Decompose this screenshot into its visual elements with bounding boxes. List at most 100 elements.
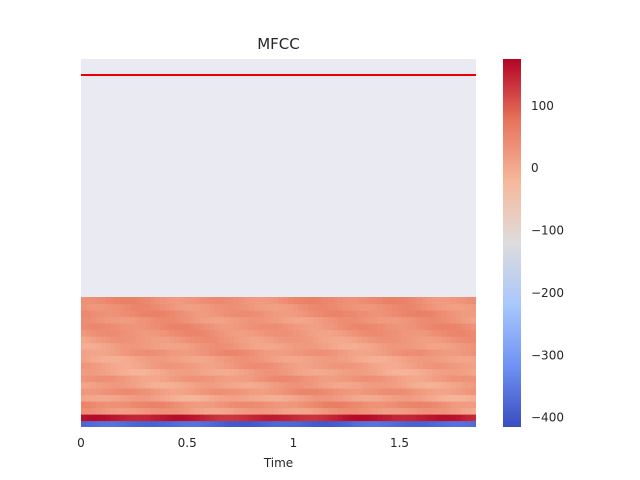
heatmap-cell: [397, 401, 403, 409]
heatmap-cell: [283, 323, 289, 331]
heatmap-cell: [401, 310, 408, 318]
heatmap-cell: [164, 407, 171, 415]
heatmap-cell: [397, 368, 403, 376]
heatmap-cell: [263, 388, 270, 396]
heatmap-cell: [436, 323, 443, 331]
heatmap-cell: [110, 355, 117, 363]
heatmap-cell: [100, 329, 107, 337]
heatmap-cell: [298, 414, 304, 422]
heatmap-cell: [150, 329, 156, 337]
heatmap-cell: [115, 401, 122, 409]
heatmap-cell: [456, 310, 462, 318]
heatmap-cell: [125, 420, 131, 427]
heatmap-cell: [347, 414, 354, 422]
heatmap-cell: [164, 414, 171, 422]
heatmap-cell: [382, 401, 388, 409]
heatmap-cell: [411, 336, 418, 344]
heatmap-cell: [164, 420, 171, 427]
heatmap-cell: [268, 329, 275, 337]
heatmap-cell: [303, 401, 309, 409]
heatmap-cell: [362, 368, 368, 376]
heatmap-cell: [115, 394, 122, 402]
heatmap-cell: [174, 401, 181, 409]
heatmap-cell: [451, 355, 457, 363]
heatmap-cell: [140, 349, 146, 357]
heatmap-cell: [140, 414, 146, 422]
heatmap-cell: [352, 329, 359, 337]
heatmap-cell: [234, 310, 240, 318]
heatmap-cell: [105, 316, 112, 324]
heatmap-cell: [239, 388, 245, 396]
heatmap-cell: [258, 388, 265, 396]
heatmap-cell: [426, 362, 433, 370]
heatmap-cell: [105, 362, 112, 370]
heatmap-cell: [110, 329, 117, 337]
heatmap-cell: [372, 329, 378, 337]
heatmap-cell: [308, 401, 314, 409]
heatmap-cell: [209, 362, 215, 370]
heatmap-cell: [273, 414, 280, 422]
heatmap-cell: [253, 375, 260, 383]
heatmap-cell: [179, 316, 186, 324]
heatmap-cell: [377, 349, 383, 357]
heatmap-cell: [397, 381, 403, 389]
heatmap-cell: [209, 316, 215, 324]
heatmap-cell: [372, 381, 378, 389]
heatmap-cell: [308, 342, 314, 350]
heatmap-cell: [416, 336, 423, 344]
heatmap-cell: [318, 401, 324, 409]
heatmap-cell: [332, 316, 339, 324]
heatmap-cell: [392, 375, 398, 383]
heatmap-cell: [397, 342, 403, 350]
heatmap-cell: [95, 349, 102, 357]
heatmap-cell: [352, 342, 359, 350]
heatmap-cell: [426, 303, 433, 311]
heatmap-cell: [387, 297, 393, 305]
heatmap-cell: [303, 342, 309, 350]
heatmap-cell: [401, 342, 408, 350]
heatmap-cell: [204, 362, 210, 370]
heatmap-cell: [273, 362, 280, 370]
heatmap-cell: [253, 310, 260, 318]
heatmap-cell: [189, 323, 196, 331]
heatmap-cell: [219, 349, 225, 357]
heatmap-cell: [298, 303, 304, 311]
heatmap-cell: [283, 310, 289, 318]
heatmap-cell: [115, 297, 122, 305]
heatmap-cell: [372, 297, 378, 305]
heatmap-cell: [174, 362, 181, 370]
heatmap-cell: [451, 375, 457, 383]
heatmap-cell: [199, 323, 206, 331]
heatmap-cell: [184, 297, 191, 305]
heatmap-cell: [357, 407, 364, 415]
heatmap-cell: [253, 420, 260, 427]
heatmap-cell: [401, 329, 408, 337]
heatmap-cell: [367, 355, 373, 363]
heatmap-cell: [189, 336, 196, 344]
heatmap-cell: [293, 362, 299, 370]
heatmap-cell: [95, 316, 102, 324]
heatmap-cell: [229, 329, 235, 337]
heatmap-cell: [209, 394, 215, 402]
heatmap-cell: [100, 401, 107, 409]
heatmap-cell: [421, 310, 428, 318]
heatmap-cell: [125, 336, 131, 344]
heatmap-cell: [431, 316, 438, 324]
heatmap-cell: [332, 303, 339, 311]
heatmap-cell: [169, 362, 176, 370]
heatmap-cell: [421, 420, 428, 427]
heatmap-cell: [372, 375, 378, 383]
heatmap-cell: [278, 375, 285, 383]
heatmap-cell: [214, 349, 220, 357]
heatmap-cell: [431, 323, 438, 331]
heatmap-cell: [145, 401, 151, 409]
heatmap-cell: [248, 381, 255, 389]
heatmap-cell: [125, 355, 131, 363]
heatmap-cell: [263, 375, 270, 383]
heatmap-cell: [327, 310, 334, 318]
heatmap-cell: [322, 336, 329, 344]
heatmap-cell: [293, 381, 299, 389]
heatmap-cell: [125, 316, 131, 324]
heatmap-cell: [160, 297, 166, 305]
